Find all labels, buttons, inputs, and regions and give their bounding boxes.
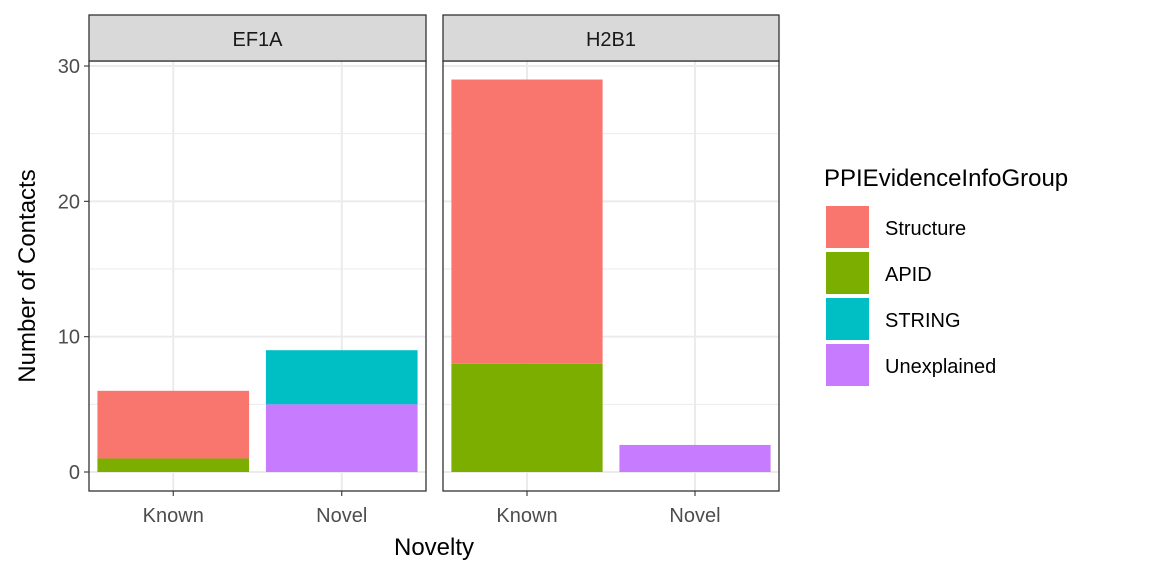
facet-panels: EF1A H2B1 — [88, 14, 780, 492]
x-tick-label: Known — [496, 505, 557, 527]
y-tick-label: 0 — [69, 462, 80, 484]
legend-label-apid: APID — [885, 264, 932, 286]
facet-strip — [88, 14, 427, 62]
facet-panel-ef1a: EF1A — [88, 14, 427, 492]
facet-strip-label: H2B1 — [586, 29, 636, 51]
legend-key-string — [826, 298, 869, 340]
bar-h2b1-known-structure — [451, 79, 603, 364]
legend-label-unexplained: Unexplained — [885, 356, 996, 378]
legend-title: PPIEvidenceInfoGroup — [824, 165, 1068, 192]
facet-panel-h2b1: H2B1 — [442, 14, 780, 492]
bar-ef1a-novel-unexplained — [265, 404, 418, 472]
bar-h2b1-known-apid — [451, 363, 603, 472]
x-tick-label: Novel — [316, 505, 367, 527]
legend-label-string: STRING — [885, 310, 961, 332]
y-tick-label: 20 — [58, 191, 80, 213]
bar-ef1a-known-structure — [97, 390, 250, 459]
legend-key-unexplained — [826, 344, 869, 386]
y-tick-label: 30 — [58, 56, 80, 78]
legend-key-structure — [826, 206, 869, 248]
x-tick-label: Known — [143, 505, 204, 527]
x-tick-label: Novel — [669, 505, 720, 527]
y-tick-label: 10 — [58, 327, 80, 349]
bar-h2b1-novel-unexplained — [619, 444, 771, 472]
legend-label-structure: Structure — [885, 218, 966, 240]
x-axis-title: Novelty — [394, 534, 474, 561]
y-axis: 0 10 20 30 — [58, 56, 89, 484]
facet-strip-label: EF1A — [232, 29, 283, 51]
x-axis: Known Novel Known Novel — [143, 491, 721, 527]
legend: PPIEvidenceInfoGroup Structure APID STRING… — [824, 165, 1068, 386]
bar-ef1a-known-apid — [97, 458, 250, 472]
legend-key-apid — [826, 252, 869, 294]
facet-strip — [442, 14, 780, 62]
bar-ef1a-novel-string — [265, 350, 418, 405]
y-axis-title: Number of Contacts — [14, 169, 41, 382]
